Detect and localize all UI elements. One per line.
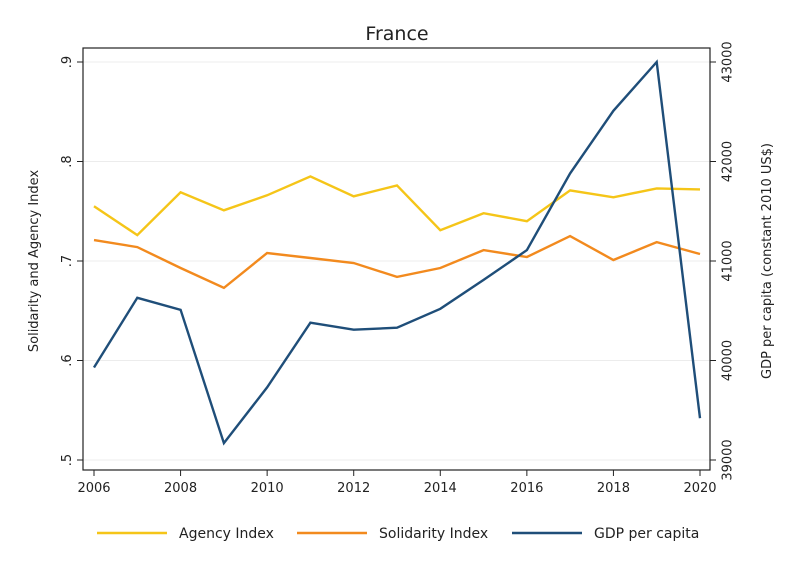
legend-label: Agency Index (179, 526, 274, 542)
x-tick-label: 2006 (77, 481, 110, 496)
x-tick-label: 2014 (424, 481, 457, 496)
right-tick-label: 40000 (721, 340, 736, 381)
x-tick-label: 2020 (683, 481, 716, 496)
series-layer (92, 59, 702, 446)
right-axis-title: GDP per capita (constant 2010 US$) (760, 143, 775, 379)
right-tick-label: 43000 (721, 41, 736, 82)
left-tick-label: .9 (60, 56, 75, 68)
x-tick-label: 2012 (337, 481, 370, 496)
series-line-agency-index (93, 175, 701, 237)
gridlines (83, 61, 710, 461)
x-tick-label: 2008 (164, 481, 197, 496)
series-line-solidarity-index (93, 234, 701, 290)
left-tick-label: .8 (60, 155, 75, 167)
legend: Agency Index Solidarity Index GDP per capi… (97, 526, 699, 542)
x-tick-label: 2018 (597, 481, 630, 496)
legend-label: Solidarity Index (379, 526, 488, 542)
x-tick-label: 2016 (510, 481, 543, 496)
series-line-gdp-per-capita (92, 59, 702, 446)
x-tick-label: 2010 (251, 481, 284, 496)
right-tick-label: 39000 (721, 439, 736, 480)
left-tick-label: .6 (60, 354, 75, 366)
chart-title: France (365, 23, 428, 45)
left-axis-title: Solidarity and Agency Index (27, 170, 42, 353)
legend-label: GDP per capita (594, 526, 699, 542)
right-tick-label: 41000 (721, 240, 736, 281)
left-tick-label: .7 (60, 255, 75, 267)
left-tick-label: .5 (60, 454, 75, 466)
right-tick-label: 42000 (721, 141, 736, 182)
plot-frame (82, 47, 711, 471)
axes: .5 .6 .7 .8 .9 39000 40000 41000 42000 43000 2006 2… (60, 41, 736, 496)
